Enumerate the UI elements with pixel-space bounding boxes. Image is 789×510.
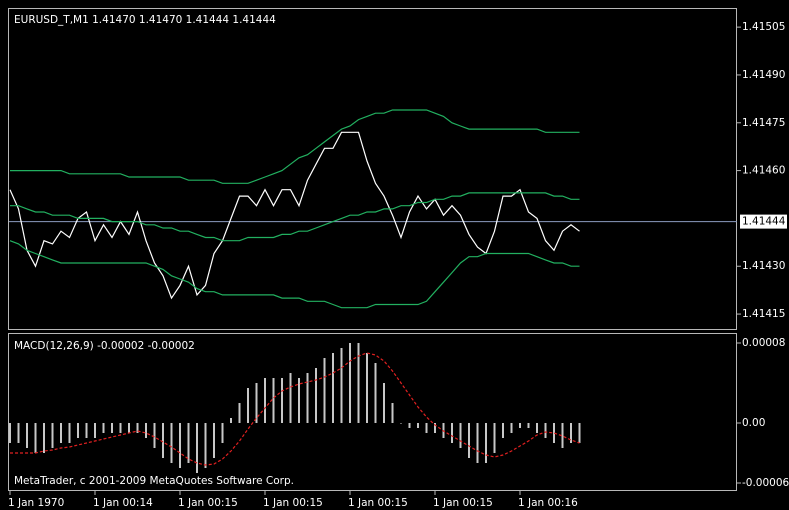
x-tick-label: 1 Jan 00:15 xyxy=(178,497,238,509)
histogram-bar xyxy=(553,423,555,443)
histogram-bar xyxy=(34,423,37,453)
y-tick-label: 1.41505 xyxy=(742,21,785,33)
y-tick-label: 1.41415 xyxy=(742,308,785,320)
histogram-bar xyxy=(9,423,11,443)
histogram-bar xyxy=(60,423,62,443)
histogram-bar xyxy=(298,378,300,423)
x-tick-label: 1 Jan 00:15 xyxy=(433,497,493,509)
histogram-bar xyxy=(187,423,190,463)
histogram-bar xyxy=(578,423,581,443)
y-tick-label: 0.00008 xyxy=(742,337,785,349)
histogram-bar xyxy=(570,423,572,443)
histogram-bar xyxy=(366,353,368,423)
histogram-bar xyxy=(323,358,326,423)
histogram-bar xyxy=(119,423,122,433)
y-tick-label: 1.41475 xyxy=(742,117,785,129)
histogram-bar xyxy=(162,423,164,458)
histogram-bar xyxy=(502,423,504,438)
histogram-bar xyxy=(221,423,224,443)
histogram-bar xyxy=(255,383,258,423)
histogram-bar xyxy=(476,423,479,463)
histogram-bar xyxy=(128,423,130,433)
histogram-bar xyxy=(374,363,377,423)
histogram-bar xyxy=(264,378,266,423)
footer: MetaTrader, c 2001-2009 MetaQuotes Softw… xyxy=(14,475,294,487)
histogram-bar xyxy=(306,373,309,423)
signal-line xyxy=(10,352,580,466)
x-tick-label: 1 Jan 00:16 xyxy=(518,497,578,509)
histogram-bar xyxy=(230,418,232,423)
histogram-bar xyxy=(247,388,249,423)
x-tick-label: 1 Jan 00:15 xyxy=(263,497,323,509)
histogram-bar xyxy=(561,423,564,448)
histogram-bar xyxy=(315,368,317,423)
histogram-bar xyxy=(510,423,513,433)
x-tick-label: 1 Jan 00:14 xyxy=(93,497,153,509)
histogram-bar xyxy=(204,423,207,468)
histogram-bar xyxy=(451,423,453,443)
histogram-bar xyxy=(238,403,241,423)
price-panel xyxy=(8,8,737,330)
y-tick-label: 1.41460 xyxy=(742,165,785,177)
histogram-bar xyxy=(425,423,428,433)
histogram-bar xyxy=(332,353,334,423)
y-tick-label: 0.00 xyxy=(742,417,765,429)
histogram-bar xyxy=(43,423,45,453)
histogram-bar xyxy=(179,423,181,468)
price-line xyxy=(9,131,580,300)
histogram-bar xyxy=(77,423,79,438)
histogram-bar xyxy=(544,423,547,438)
histogram-bar xyxy=(289,373,292,423)
histogram-bar xyxy=(51,423,54,448)
price-line xyxy=(9,240,580,309)
histogram-bar xyxy=(145,423,147,438)
histogram-bar xyxy=(383,383,385,423)
price-line xyxy=(10,109,580,184)
current-price-label: 1.41444 xyxy=(742,216,786,228)
histogram-bar xyxy=(136,423,139,433)
histogram-bar xyxy=(493,423,496,453)
histogram-bar xyxy=(349,343,351,423)
histogram-bar xyxy=(527,423,530,428)
histogram-bar xyxy=(281,378,283,423)
histogram-bar xyxy=(434,423,436,433)
y-tick-label: 1.41490 xyxy=(742,69,785,81)
histogram-bar xyxy=(196,423,198,473)
histogram-bar xyxy=(468,423,470,458)
histogram-bar xyxy=(519,423,521,428)
histogram-bar xyxy=(408,423,411,428)
histogram-bar xyxy=(459,423,462,448)
histogram-bar xyxy=(357,343,360,423)
macd-panel xyxy=(8,333,737,491)
histogram-bar xyxy=(485,423,487,463)
price-title: EURUSD_T,M1 1.41470 1.41470 1.41444 1.41… xyxy=(14,14,276,26)
x-tick-label: 1 Jan 00:15 xyxy=(348,497,408,509)
histogram-bar xyxy=(417,423,419,428)
histogram-bar xyxy=(85,423,88,438)
x-tick-label: 1 Jan 1970 xyxy=(8,497,64,509)
histogram-bar xyxy=(102,423,105,433)
current-price-box xyxy=(740,214,787,229)
histogram-bar xyxy=(170,423,173,463)
histogram-bar xyxy=(391,403,394,423)
histogram-bar xyxy=(94,423,96,438)
histogram-bar xyxy=(213,423,215,458)
histogram-bar xyxy=(536,423,538,433)
macd-title: MACD(12,26,9) -0.00002 -0.00002 xyxy=(14,340,195,352)
price-line xyxy=(10,192,580,242)
y-tick-label: 1.41430 xyxy=(742,260,785,272)
histogram-bar xyxy=(153,423,156,448)
histogram-bar xyxy=(26,423,28,448)
y-tick-label: -0.00006 xyxy=(742,477,789,489)
histogram-bar xyxy=(272,378,275,423)
histogram-bar xyxy=(111,423,113,433)
histogram-bar xyxy=(400,423,402,424)
histogram-bar xyxy=(68,423,71,443)
histogram-bar xyxy=(17,423,20,443)
histogram-bar xyxy=(340,348,343,423)
